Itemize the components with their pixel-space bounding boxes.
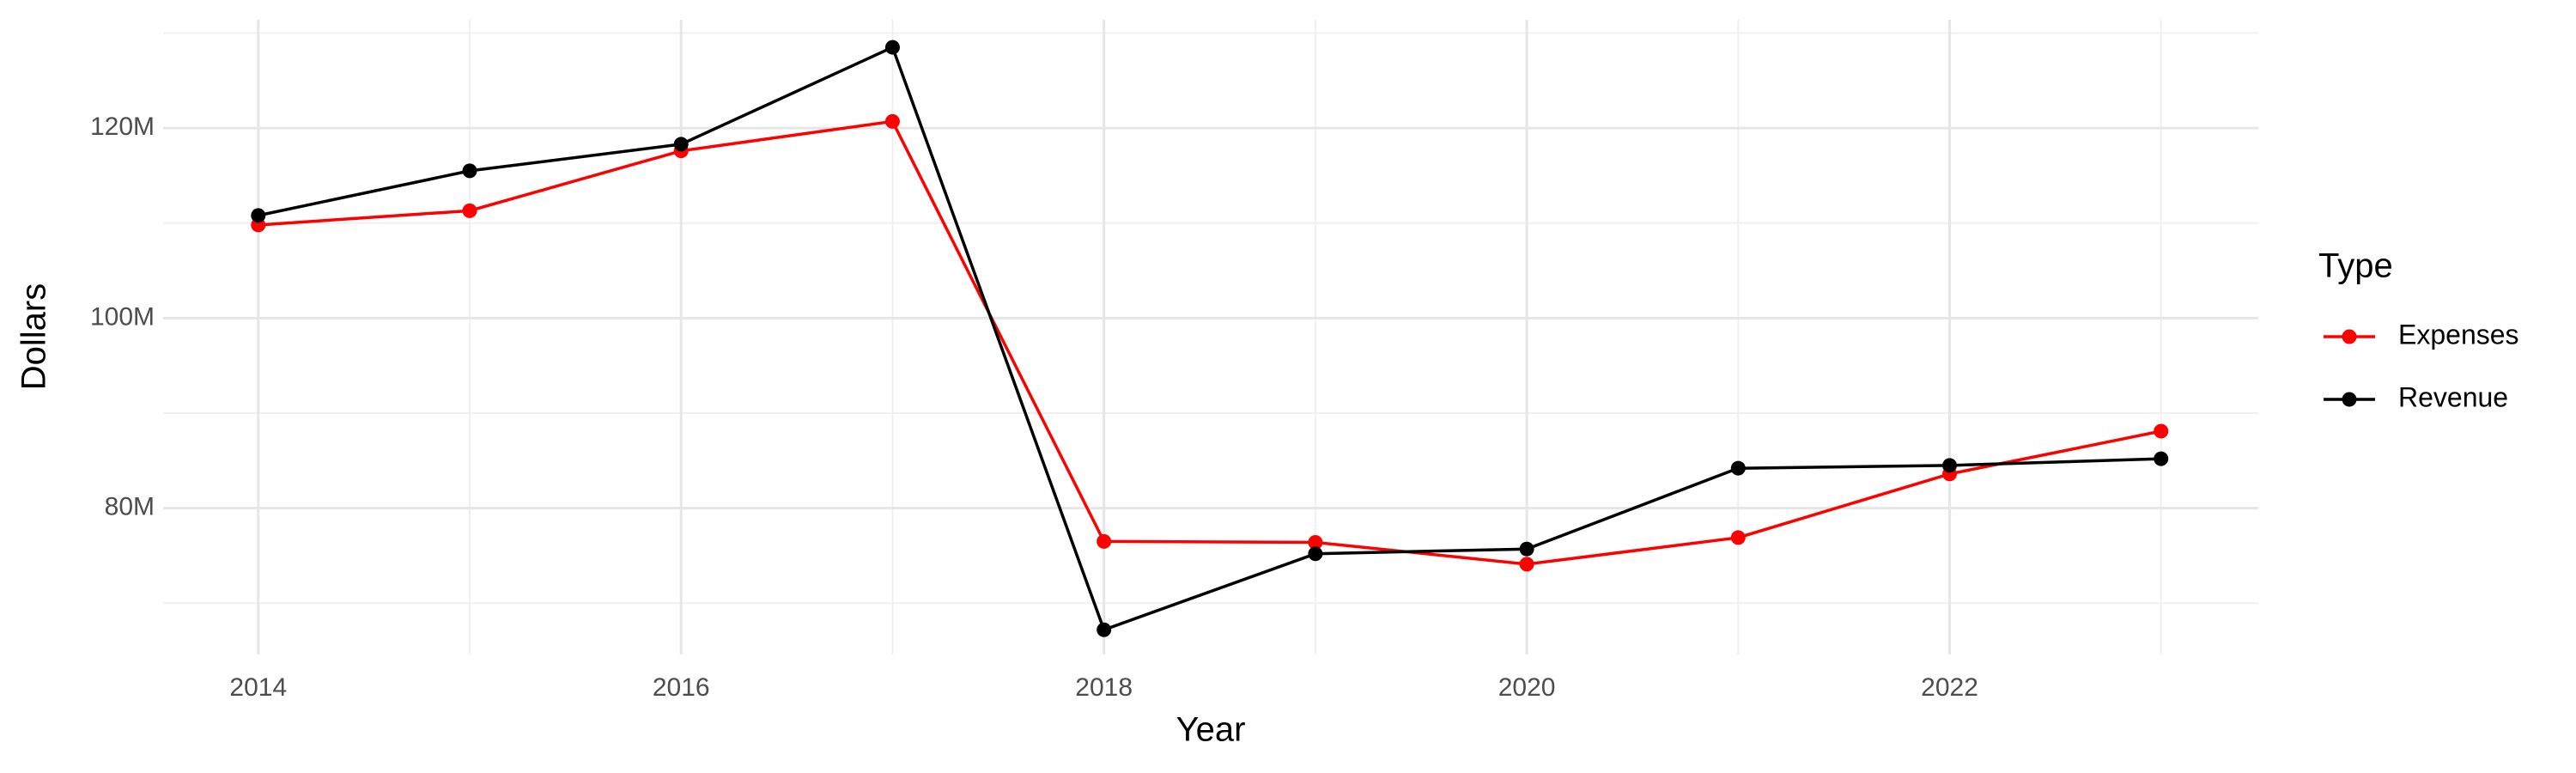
data-point (462, 203, 477, 218)
y-tick-label: 80M (105, 493, 155, 521)
x-axis-title: Year (1176, 711, 1246, 749)
series-line (258, 45, 2161, 632)
legend-title: Type (2318, 247, 2393, 285)
data-point (884, 40, 900, 55)
data-point (1519, 557, 1534, 572)
data-point (1308, 546, 1323, 562)
y-tick-label: 100M (90, 302, 155, 331)
data-point (1730, 530, 1746, 545)
x-tick-label: 2022 (1921, 673, 1978, 702)
data-point (1097, 622, 1112, 637)
data-point (1519, 541, 1534, 557)
series-line (258, 119, 2162, 566)
x-tick-label: 2016 (653, 673, 710, 702)
data-point (673, 137, 689, 152)
data-point (462, 163, 477, 179)
x-tick-label: 2020 (1498, 673, 1556, 702)
y-tick-label: 120M (90, 113, 155, 141)
data-point (1097, 533, 1112, 549)
y-axis-title: Dollars (15, 283, 53, 390)
data-point (2154, 451, 2169, 466)
data-point (1942, 458, 1958, 473)
data-point (1308, 534, 1323, 550)
legend-marker (2342, 392, 2357, 407)
legend-label: Expenses (2398, 319, 2519, 350)
data-point (1730, 460, 1746, 476)
x-tick-label: 2014 (229, 673, 287, 702)
x-tick-label: 2018 (1075, 673, 1133, 702)
data-point (2154, 423, 2169, 439)
grid (163, 20, 2258, 654)
legend-marker (2342, 329, 2357, 344)
legend-label: Revenue (2398, 381, 2508, 412)
data-point (884, 113, 900, 129)
data-point (251, 208, 266, 223)
